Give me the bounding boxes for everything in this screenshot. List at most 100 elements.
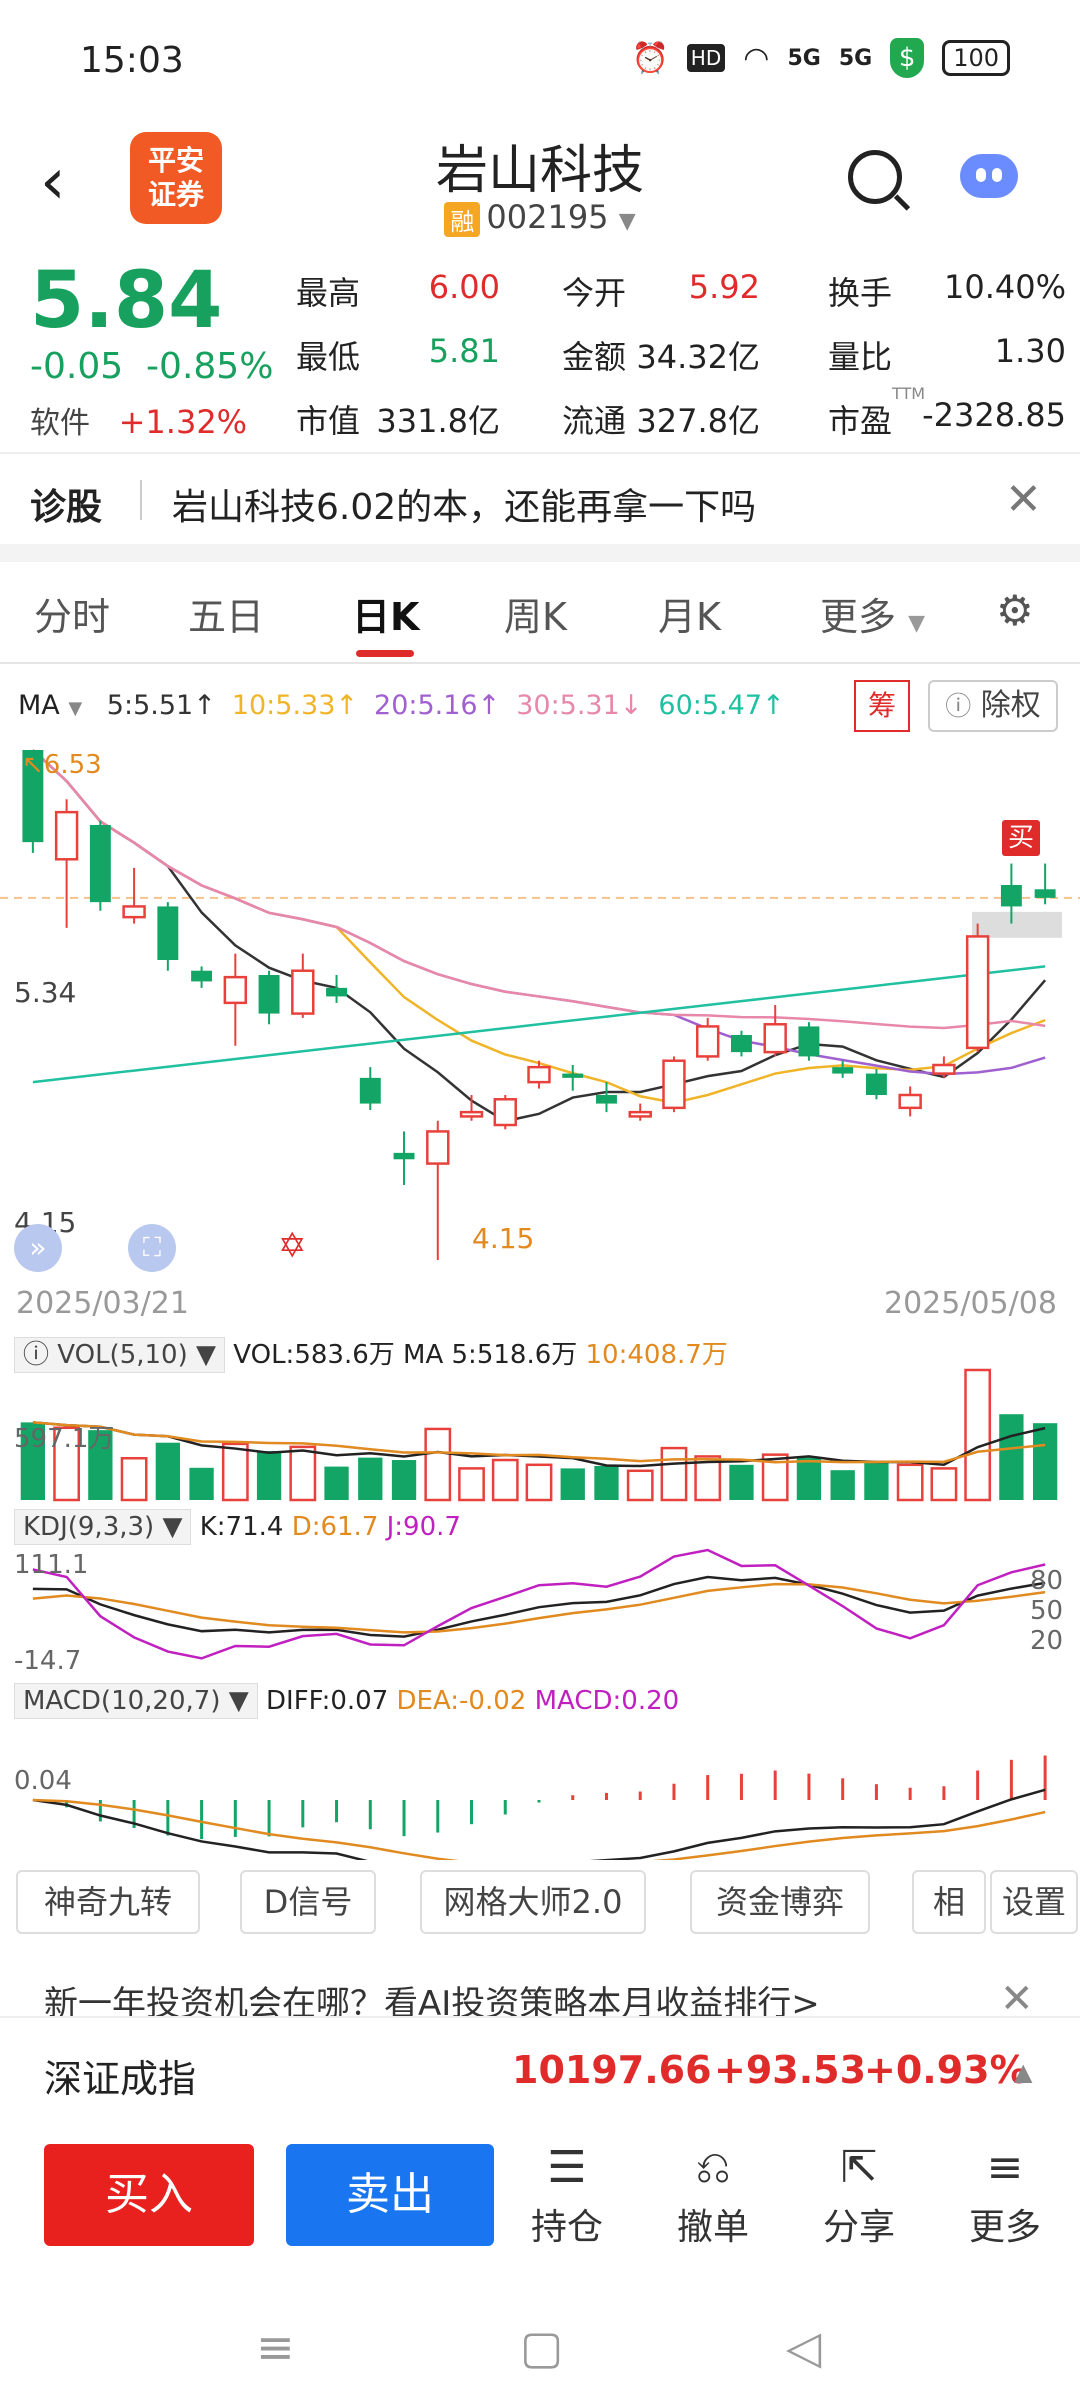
- ai-robot-icon[interactable]: [960, 154, 1018, 198]
- candle-body: [191, 970, 213, 982]
- search-icon[interactable]: [848, 150, 902, 204]
- tool-settings[interactable]: 设置: [990, 1870, 1078, 1934]
- vol-header: ⓘ VOL(5,10) ▼ VOL:583.6万 MA 5:518.6万 10:…: [14, 1334, 728, 1373]
- candle-body: [157, 906, 179, 960]
- volume-bar: [964, 1368, 992, 1502]
- ma-legend[interactable]: MA ▼ 5:5.51↑ 10:5.33↑ 20:5.16↑ 30:5.31↓ 60:5…: [18, 690, 785, 721]
- volume-bar: [88, 1430, 113, 1500]
- share-button[interactable]: ⇱ 分享: [804, 2142, 914, 2250]
- date-end: 2025/05/08: [884, 1286, 1057, 1321]
- holdings-button[interactable]: ☰ 持仓: [512, 2142, 622, 2250]
- quote-label: 流通: [562, 402, 627, 440]
- tab-intraday[interactable]: 分时: [34, 595, 111, 639]
- ma60-line: [32, 965, 1046, 1084]
- macd-diff: DIFF:0.07: [266, 1686, 389, 1716]
- chip-distribution-button[interactable]: 筹: [854, 680, 910, 732]
- gear-icon[interactable]: ⚙: [996, 586, 1034, 635]
- tab-daily-k[interactable]: 日K: [352, 595, 420, 639]
- kdj-indicator-select[interactable]: KDJ(9,3,3) ▼: [14, 1509, 192, 1545]
- quote-label: 换手: [828, 274, 893, 312]
- sector-row[interactable]: 软件 +1.32%: [30, 398, 247, 442]
- promo-banner[interactable]: 新一年投资机会在哪？看AI投资策略本月收益排行>: [44, 1984, 820, 2016]
- vol-indicator-select[interactable]: ⓘ VOL(5,10) ▼: [14, 1337, 226, 1373]
- macd-name: MACD(10,20,7): [23, 1686, 221, 1716]
- buy-marker[interactable]: 买: [1002, 820, 1040, 856]
- tool-fund-game[interactable]: 资金博弈: [690, 1870, 870, 1934]
- tab-weekly-k[interactable]: 周K: [504, 595, 567, 639]
- logo-line-2: 证券: [147, 178, 204, 211]
- kline-chart[interactable]: [0, 740, 1080, 1860]
- candle-body: [695, 1025, 720, 1058]
- kdj-k: K:71.4: [199, 1512, 284, 1542]
- quote-value: 34.32亿: [636, 338, 760, 376]
- candle-body: [1034, 889, 1056, 898]
- home-icon[interactable]: ▢: [520, 2320, 564, 2374]
- y-axis-mid: 5.34: [14, 976, 77, 1009]
- close-icon[interactable]: ✕: [1000, 1976, 1034, 2022]
- volume-bar: [864, 1462, 889, 1500]
- back-arrow-icon[interactable]: ‹: [40, 145, 66, 219]
- close-icon[interactable]: ✕: [1005, 474, 1042, 525]
- high-note-value: 6.53: [43, 750, 102, 780]
- quote-label: 今开: [562, 274, 627, 312]
- cancel-order-label: 撤单: [676, 2207, 749, 2248]
- vol-ma5: MA 5:518.6万: [403, 1340, 578, 1370]
- volume-bar: [189, 1467, 214, 1500]
- tool-more-partial[interactable]: 相: [912, 1870, 986, 1934]
- candle-body: [662, 1059, 686, 1110]
- ma30-line: [32, 749, 1046, 1030]
- diagnosis-message[interactable]: 岩山科技6.02的本，还能再拿一下吗: [172, 487, 757, 528]
- divider: [0, 452, 1080, 454]
- candle-body: [730, 1035, 752, 1053]
- quote-label: 最高: [296, 274, 361, 312]
- index-ticker[interactable]: 深证成指 10197.66 +93.53 +0.93% ▲: [0, 2016, 1080, 2126]
- expand-icon[interactable]: »: [14, 1224, 62, 1272]
- kdj-name: KDJ(9,3,3): [23, 1512, 155, 1542]
- tab-more[interactable]: 更多 ▼: [820, 586, 925, 641]
- sector-percent: +1.32%: [118, 403, 248, 441]
- volume-bar: [491, 1458, 519, 1502]
- buy-button[interactable]: 买入: [44, 2144, 254, 2246]
- tab-monthly-k[interactable]: 月K: [658, 595, 721, 639]
- vol-axis-label: 597.1万: [14, 1424, 115, 1454]
- star-marker-icon[interactable]: ✡: [278, 1226, 307, 1266]
- volume-bar: [256, 1451, 282, 1500]
- ttm-label: TTM: [892, 384, 926, 403]
- quote-label: 市盈: [828, 402, 893, 440]
- undo-icon: ⎌: [695, 2142, 731, 2193]
- tool-magic-nine[interactable]: 神奇九转: [16, 1870, 200, 1934]
- sell-button[interactable]: 卖出: [286, 2144, 494, 2246]
- volume-bar: [155, 1442, 180, 1500]
- back-icon[interactable]: ◁: [786, 2320, 822, 2374]
- volume-bar: [221, 1442, 249, 1502]
- diagnosis-banner[interactable]: 诊股 岩山科技6.02的本，还能再拿一下吗 ✕: [0, 454, 1080, 544]
- macd-indicator-select[interactable]: MACD(10,20,7) ▼: [14, 1683, 258, 1719]
- kdj-d: D:61.7: [291, 1512, 379, 1542]
- kdj-50-label: 50: [1030, 1596, 1064, 1626]
- quote-value: 5.92: [688, 268, 760, 306]
- stock-code-row[interactable]: 融 002195 ▼: [0, 198, 1080, 237]
- volume-bar: [525, 1463, 553, 1502]
- volume-bar: [289, 1445, 317, 1502]
- status-icons: ⏰ HD ◠ 5G 5G $ 100: [631, 38, 1010, 78]
- volume-bar: [830, 1470, 855, 1500]
- kdj-header: KDJ(9,3,3) ▼ K:71.4 D:61.7 J:90.7: [14, 1509, 461, 1545]
- macd-axis-label: 0.04: [14, 1766, 72, 1796]
- menu-icon[interactable]: ≡: [256, 2320, 295, 2374]
- tab-five-day[interactable]: 五日: [188, 595, 265, 639]
- cancel-order-button[interactable]: ⎌ 撤单: [658, 2142, 768, 2250]
- tool-d-signal[interactable]: D信号: [240, 1870, 376, 1934]
- ex-rights-label: 除权: [980, 688, 1041, 723]
- tool-grid-master[interactable]: 网格大师2.0: [420, 1870, 646, 1934]
- price-change: -0.05 -0.85%: [30, 346, 273, 387]
- kdj-20-label: 20: [1030, 1626, 1064, 1656]
- macd-macd: MACD:0.20: [534, 1686, 680, 1716]
- vol-ma5-line: [32, 1421, 1046, 1468]
- candle-body: [122, 905, 146, 919]
- chevron-down-icon: ▼: [618, 209, 636, 234]
- alarm-icon: ⏰: [631, 40, 669, 76]
- section-gap: [0, 544, 1080, 562]
- more-button[interactable]: ≡ 更多: [950, 2142, 1060, 2250]
- fullscreen-icon[interactable]: ⛶: [128, 1224, 176, 1272]
- ex-rights-button[interactable]: ⓘ 除权: [928, 680, 1058, 732]
